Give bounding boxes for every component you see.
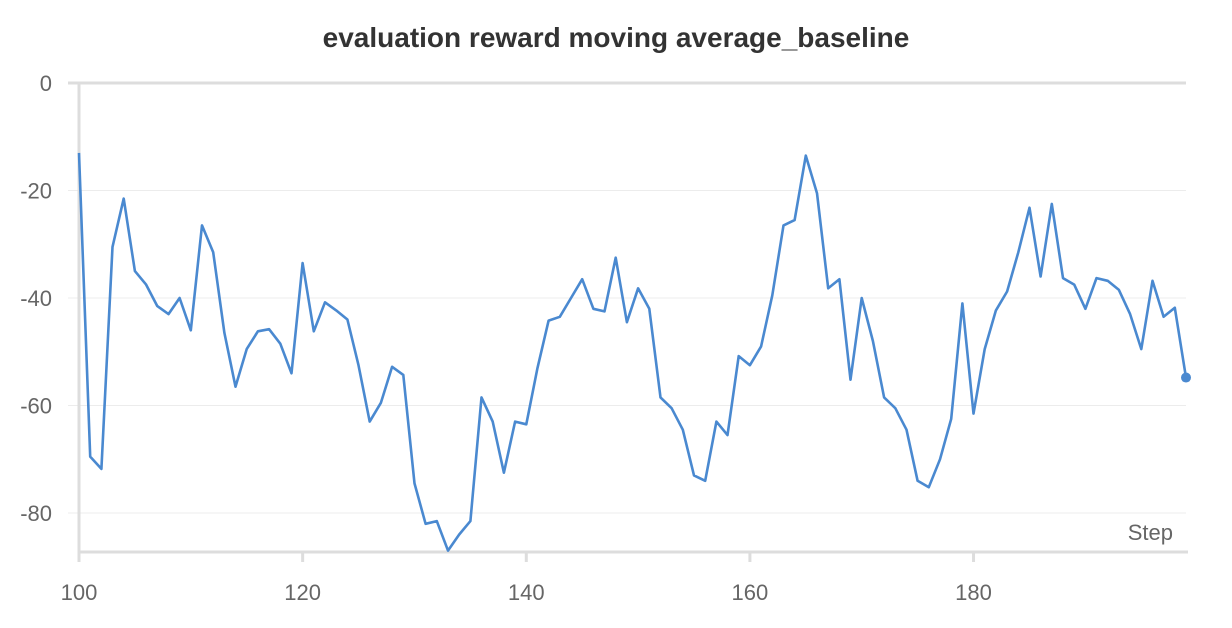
series-layer — [77, 152, 1191, 552]
x-tick-label: 180 — [955, 580, 992, 605]
x-axis-label: Step — [1128, 520, 1173, 545]
tick-labels: 0 -20 -40 -60 -80 100 120 140 160 180 — [20, 71, 992, 605]
x-tick-label: 120 — [284, 580, 321, 605]
series-line — [77, 152, 1188, 552]
y-tick-label: -80 — [20, 501, 52, 526]
x-tick-label: 140 — [508, 580, 545, 605]
y-tick-label: -60 — [20, 394, 52, 419]
y-tick-label: -20 — [20, 179, 52, 204]
chart-title: evaluation reward moving average_baselin… — [322, 22, 910, 53]
x-tick-label: 160 — [732, 580, 769, 605]
axes — [77, 83, 1188, 554]
x-tick-label: 100 — [61, 580, 98, 605]
grid-lines — [68, 81, 1186, 562]
y-tick-label: 0 — [40, 71, 52, 96]
series-end-point — [1181, 372, 1191, 383]
y-tick-label: -40 — [20, 286, 52, 311]
